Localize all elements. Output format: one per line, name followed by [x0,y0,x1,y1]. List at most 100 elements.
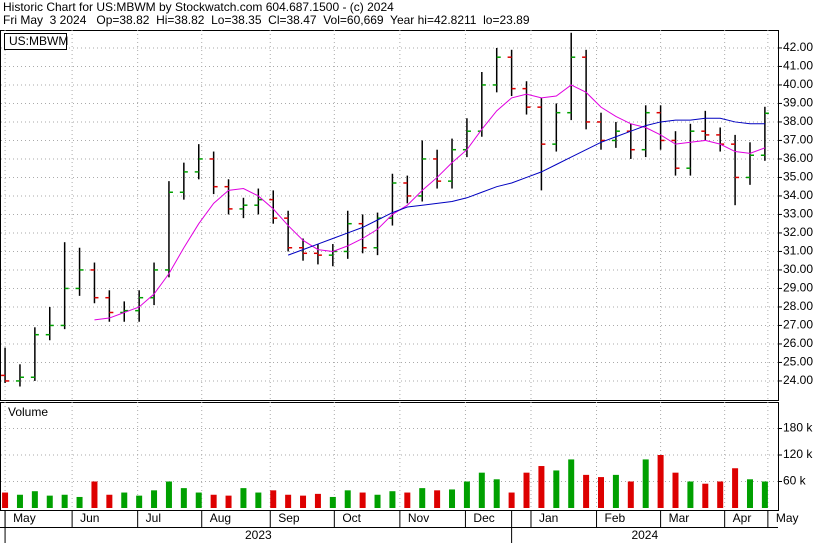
volume-bar [612,474,619,508]
volume-bar [627,481,634,508]
volume-bar [151,490,158,508]
legend-box [4,33,67,50]
volume-bar [493,479,500,508]
y-tick-label: 31.00 [783,244,813,258]
x-tick-label: Jan [539,511,558,525]
volume-bar [761,481,768,508]
y-tick-label: 33.00 [783,207,813,221]
x-tick-label: Mar [669,511,690,525]
y-tick-label: 120 k [783,447,813,461]
volume-bar [300,495,307,508]
volume-bar [225,495,232,508]
year-label: 2024 [631,528,658,542]
y-tick-label: 34.00 [783,188,813,202]
y-tick-label: 39.00 [783,96,813,110]
volume-bar [165,481,172,508]
volume-bar [583,474,590,508]
x-tick-label: May [776,511,799,525]
volume-bar [195,492,202,508]
volume-bar [523,472,530,508]
x-tick-label: Sep [278,511,300,525]
volume-bar [270,490,277,508]
volume-bar [136,495,143,508]
y-tick-label: 24.00 [783,373,813,387]
x-tick-label: Dec [473,511,494,525]
volume-bar [553,470,560,508]
volume-bar [463,481,470,508]
volume-bar [568,459,575,508]
volume-bar [746,479,753,508]
volume-bar [389,491,396,508]
volume-bar [404,492,411,508]
y-tick-label: 25.00 [783,355,813,369]
volume-bar [344,490,351,508]
volume-bar [732,468,739,508]
moving-average [94,84,766,321]
x-tick-label: Apr [733,511,752,525]
price-panel [0,30,779,401]
volume-bar [285,494,292,508]
y-tick-label: 40.00 [783,77,813,91]
y-tick-label: 41.00 [783,59,813,73]
volume-bar [16,494,23,508]
y-tick-label: 30.00 [783,262,813,276]
x-tick-label: Jun [80,511,99,525]
volume-bar [538,466,545,508]
volume-bar [106,494,113,508]
legend-label: US:MBWM [9,34,68,48]
header-line: Fri May 3 2024 Op=38.82 Hi=38.82 Lo=38.3… [3,13,530,27]
volume-bar [478,472,485,508]
y-tick-label: 32.00 [783,225,813,239]
volume-bar [61,494,68,508]
y-tick-label: 180 k [783,421,813,435]
volume-bar [374,494,381,508]
volume-bar [2,492,9,508]
x-tick-label: Aug [210,511,231,525]
y-tick-label: 60 k [783,474,807,488]
y-tick-label: 42.00 [783,40,813,54]
volume-bar [91,481,98,508]
volume-bar [434,490,441,508]
volume-bar [359,492,366,508]
volume-bar [76,496,83,508]
y-tick-label: 27.00 [783,318,813,332]
volume-title: Volume [8,405,48,419]
x-tick-label: Nov [408,511,429,525]
header-line: Historic Chart for US:MBWM by Stockwatch… [3,0,394,14]
volume-bar [657,455,664,508]
y-tick-label: 29.00 [783,281,813,295]
volume-bar [46,495,53,508]
volume-bar [419,488,426,508]
volume-bar [702,483,709,508]
y-tick-label: 35.00 [783,170,813,184]
volume-bar [329,496,336,508]
volume-panel [0,402,779,511]
volume-bar [314,493,321,508]
x-tick-label: May [13,511,36,525]
x-tick-label: Feb [605,511,626,525]
volume-bar [717,481,724,508]
y-tick-label: 36.00 [783,151,813,165]
year-label: 2023 [245,528,272,542]
volume-bar [508,492,515,508]
volume-bar [240,488,247,508]
y-tick-label: 38.00 [783,114,813,128]
x-tick-label: Jul [146,511,161,525]
y-tick-label: 37.00 [783,133,813,147]
volume-bar [121,492,128,508]
y-tick-label: 26.00 [783,336,813,350]
volume-bar [180,488,187,508]
y-tick-label: 28.00 [783,299,813,313]
x-tick-label: Oct [342,511,361,525]
volume-bar [449,489,456,508]
volume-bar [210,494,217,508]
moving-average [287,117,765,256]
volume-bar [598,477,605,508]
volume-bar [642,459,649,508]
volume-bar [31,491,38,508]
volume-bar [255,492,262,508]
volume-bar [672,472,679,508]
